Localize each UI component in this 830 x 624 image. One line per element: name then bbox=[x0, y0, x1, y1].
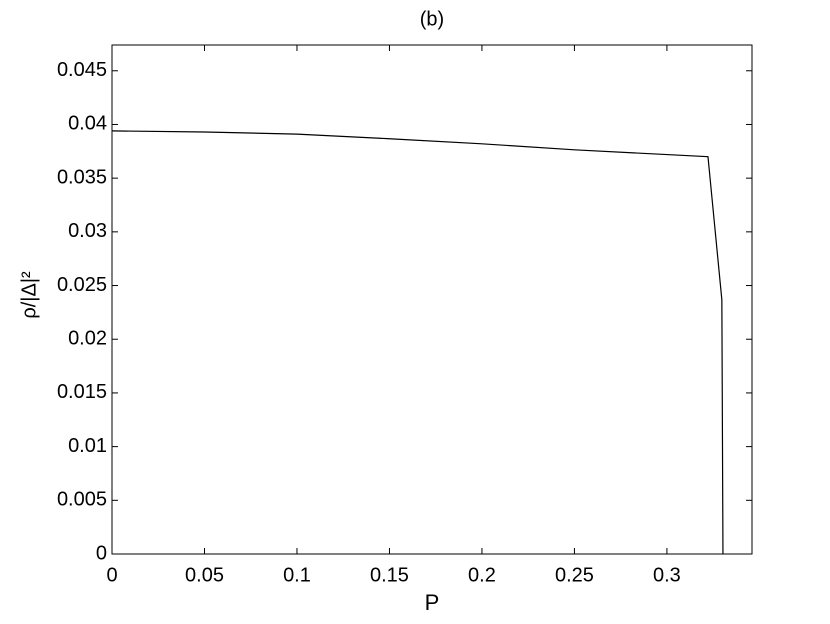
y-tick-label: 0.005 bbox=[57, 489, 107, 511]
x-tick-label: 0.3 bbox=[653, 564, 681, 586]
y-tick-label: 0.015 bbox=[57, 381, 107, 403]
y-tick-label: 0.025 bbox=[57, 274, 107, 296]
chart-title: (b) bbox=[420, 8, 444, 30]
y-tick-label: 0.02 bbox=[68, 328, 107, 350]
x-tick-label: 0.1 bbox=[283, 564, 311, 586]
y-tick-label: 0.035 bbox=[57, 166, 107, 188]
x-tick-label: 0.05 bbox=[185, 564, 224, 586]
plot-frame bbox=[111, 44, 753, 555]
y-tick-label: 0.03 bbox=[68, 220, 107, 242]
x-tick-label: 0 bbox=[106, 564, 117, 586]
x-tick-label: 0.15 bbox=[370, 564, 409, 586]
x-tick-label: 0.25 bbox=[555, 564, 594, 586]
y-tick-label: 0.045 bbox=[57, 59, 107, 81]
y-tick-label: 0.01 bbox=[68, 435, 107, 457]
y-axis-label: ρ/|Δ|² bbox=[18, 271, 40, 319]
y-tick-label: 0.04 bbox=[68, 113, 107, 135]
x-axis-label: P bbox=[425, 590, 440, 615]
data-line bbox=[111, 130, 724, 555]
x-tick-label: 0.2 bbox=[468, 564, 496, 586]
y-tick-label: 0 bbox=[96, 542, 107, 564]
